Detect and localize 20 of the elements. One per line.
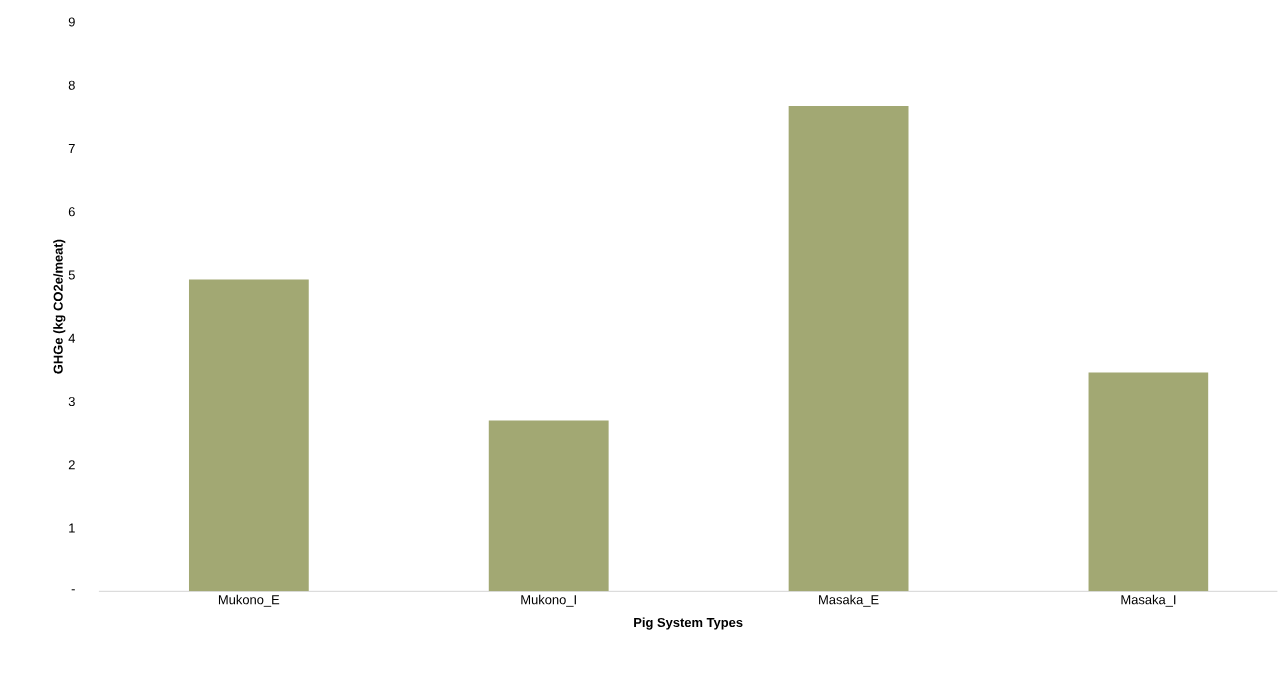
y-tick-label: 5 <box>68 270 75 280</box>
y-tick-label: 8 <box>68 80 75 90</box>
y-tick-label: - <box>71 589 75 591</box>
x-tick-label: Mukono_I <box>521 594 576 607</box>
y-tick-label: 2 <box>68 460 75 470</box>
y-axis-title: GHGe (kg CO2e/meat) <box>53 239 66 374</box>
bar <box>188 279 309 592</box>
bar <box>788 106 909 592</box>
x-tick-label: Mukono_E <box>218 594 280 607</box>
y-tick-label: 1 <box>69 523 75 533</box>
bar <box>1088 372 1209 592</box>
y-tick-label: 7 <box>68 143 75 153</box>
y-tick-label: 6 <box>68 207 75 217</box>
y-tick-label: 3 <box>68 396 75 407</box>
x-tick-label: Masaka_I <box>1121 594 1176 607</box>
y-tick-label: 4 <box>68 333 76 343</box>
x-tick-label: Masaka_E <box>819 594 879 607</box>
bar <box>488 420 609 592</box>
y-tick-label: 9 <box>68 17 75 27</box>
x-axis-title: Pig System Types <box>634 617 743 630</box>
